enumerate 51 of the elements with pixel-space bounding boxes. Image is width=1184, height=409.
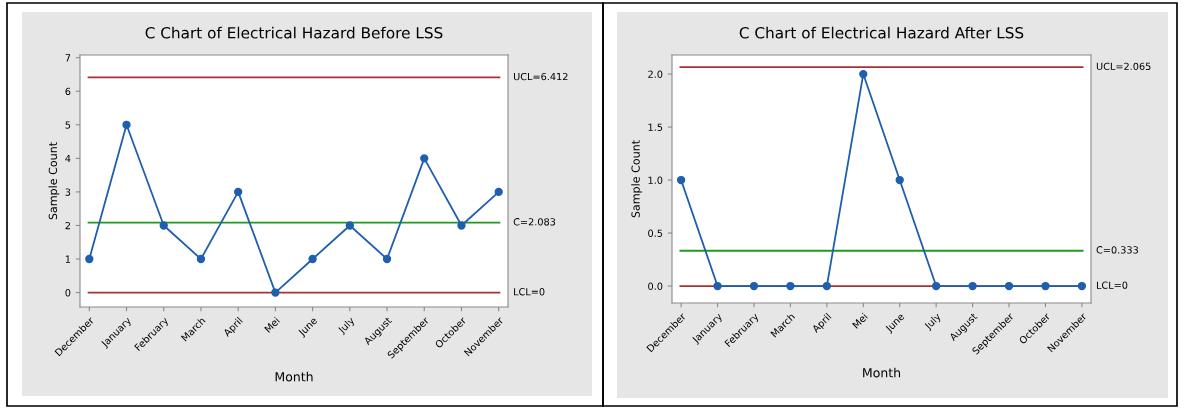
point xyxy=(786,281,795,291)
point xyxy=(271,288,280,297)
y-tick-label: 0 xyxy=(65,289,71,297)
point xyxy=(859,69,868,79)
ref-line-label: LCL=0 xyxy=(1096,281,1128,289)
x-tick-label: Mei xyxy=(263,316,281,333)
y-axis-title: Sample Count xyxy=(48,142,60,220)
x-axis-title: Month xyxy=(275,371,313,382)
ref-line-label: C̄=2.083 xyxy=(513,218,556,226)
y-tick-label: 1.0 xyxy=(648,176,663,184)
point xyxy=(308,254,317,264)
point xyxy=(1041,281,1050,291)
y-axis-title: Sample Count xyxy=(631,140,642,218)
point xyxy=(382,254,392,264)
ref-line-label: UCL=6.412 xyxy=(513,72,568,81)
point xyxy=(968,281,977,291)
point xyxy=(749,281,759,291)
point xyxy=(196,254,206,264)
y-tick-label: 5 xyxy=(65,121,71,129)
point xyxy=(822,281,832,291)
y-tick-label: 3 xyxy=(65,188,71,196)
chart-title: C Chart of Electrical Hazard Before LSS xyxy=(145,26,443,39)
y-tick-label: 0.0 xyxy=(648,282,663,290)
point xyxy=(676,175,686,185)
y-tick-label: 4 xyxy=(65,154,71,163)
y-tick-label: 7 xyxy=(65,54,71,62)
point xyxy=(420,154,429,163)
y-tick-label: 1 xyxy=(65,255,71,263)
point xyxy=(122,120,131,129)
ref-line-label: UCL=2.065 xyxy=(1096,62,1151,71)
point xyxy=(85,254,94,264)
point xyxy=(494,187,503,197)
point xyxy=(1077,281,1087,291)
point xyxy=(713,281,722,291)
point xyxy=(159,221,168,230)
point xyxy=(931,281,941,291)
point xyxy=(457,221,466,230)
point xyxy=(895,175,904,185)
point xyxy=(345,221,354,230)
y-tick-label: 1.5 xyxy=(648,123,663,131)
y-tick-label: 2.0 xyxy=(648,70,663,78)
ref-line-label: LCL=0 xyxy=(514,288,545,296)
point xyxy=(1004,281,1014,291)
point xyxy=(234,187,243,197)
y-tick-label: 6 xyxy=(65,87,71,96)
x-axis-title: Month xyxy=(863,367,901,378)
chart-title: C Chart of Electrical Hazard After LSS xyxy=(739,26,1024,39)
y-tick-label: 2 xyxy=(65,221,70,230)
ref-line-label: C̄=0.333 xyxy=(1096,246,1139,254)
x-tick-label: Mei xyxy=(851,312,868,329)
y-tick-label: 0.5 xyxy=(648,229,663,237)
